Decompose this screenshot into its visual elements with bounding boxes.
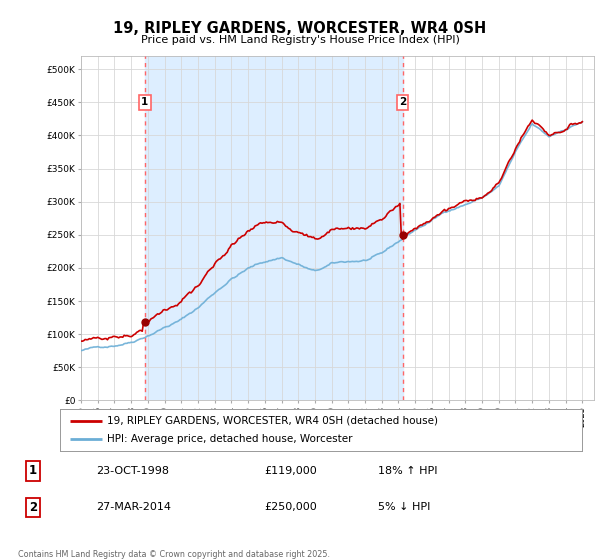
Text: 5% ↓ HPI: 5% ↓ HPI (378, 502, 430, 512)
Text: £119,000: £119,000 (264, 466, 317, 476)
Text: 1: 1 (141, 97, 148, 108)
Text: 1: 1 (29, 464, 37, 478)
Text: Contains HM Land Registry data © Crown copyright and database right 2025.
This d: Contains HM Land Registry data © Crown c… (18, 550, 330, 560)
Text: 23-OCT-1998: 23-OCT-1998 (96, 466, 169, 476)
Text: 2: 2 (29, 501, 37, 514)
Text: 18% ↑ HPI: 18% ↑ HPI (378, 466, 437, 476)
Text: 27-MAR-2014: 27-MAR-2014 (96, 502, 171, 512)
Text: 19, RIPLEY GARDENS, WORCESTER, WR4 0SH: 19, RIPLEY GARDENS, WORCESTER, WR4 0SH (113, 21, 487, 36)
Text: £250,000: £250,000 (264, 502, 317, 512)
Text: HPI: Average price, detached house, Worcester: HPI: Average price, detached house, Worc… (107, 434, 352, 444)
Text: 19, RIPLEY GARDENS, WORCESTER, WR4 0SH (detached house): 19, RIPLEY GARDENS, WORCESTER, WR4 0SH (… (107, 416, 438, 426)
Text: Price paid vs. HM Land Registry's House Price Index (HPI): Price paid vs. HM Land Registry's House … (140, 35, 460, 45)
Bar (145, 56, 403, 400)
Text: 2: 2 (399, 97, 406, 108)
